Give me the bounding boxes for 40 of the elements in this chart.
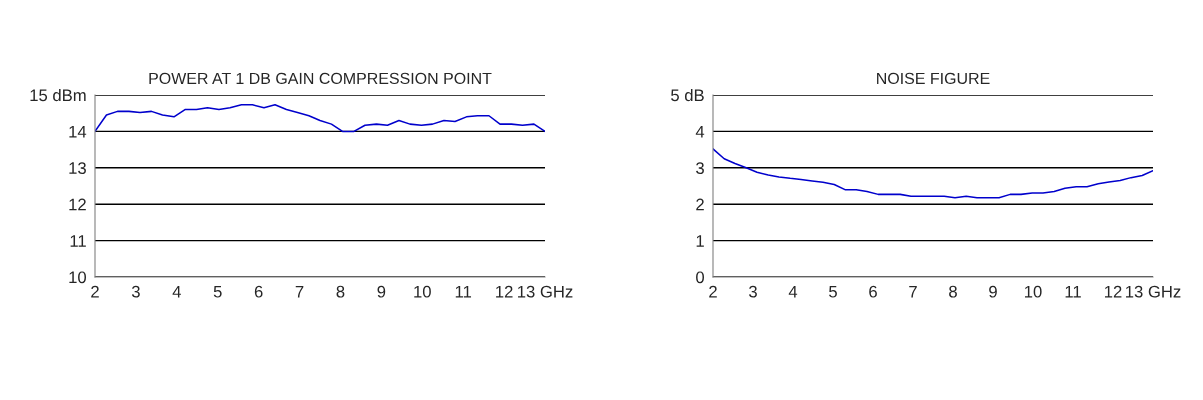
x-tick-label: 6 [254,285,263,298]
x-tick-label: 10 [1025,285,1042,298]
x-tick-label: 7 [295,285,304,298]
x-tick-label: 4 [172,285,181,298]
x-tick-label: 10 [414,285,431,298]
y-tick-label: 0 [696,271,705,284]
y-tick-label: 13 [69,162,86,174]
x-tick-label: 2 [91,285,99,298]
chart-title: NOISE FIGURE [877,72,990,85]
x-tick-label: 8 [336,285,345,298]
line-series [95,104,545,133]
x-tick-label: 3 [749,285,757,298]
x-tick-label: 7 [909,285,917,298]
x-tick-label: 6 [869,285,877,298]
x-tick-label: 5 [829,285,837,298]
x-tick-label: 13 GHz [518,285,573,298]
x-tick-label: 4 [788,285,798,298]
x-tick-label: 11 [455,285,472,298]
y-tick-label: 11 [70,235,86,247]
x-tick-label: 12 [496,285,513,298]
y-tick-label: 5 dB [671,88,704,102]
y-tick-label: 15 dBm [30,88,86,102]
y-tick-label: 3 [696,162,704,174]
x-tick-label: 12 [1105,285,1122,298]
y-tick-label: 1 [696,235,704,247]
x-tick-label: 9 [377,285,386,298]
y-tick-label: 14 [69,125,87,138]
y-tick-label: 2 [696,198,704,211]
x-tick-label: 11 [1065,285,1081,298]
x-tick-label: 2 [709,285,717,298]
y-tick-label: 10 [69,271,87,284]
x-tick-label: 13 GHz [1126,285,1181,298]
y-tick-label: 4 [695,125,705,138]
x-tick-label: 5 [213,285,222,298]
x-tick-label: 8 [949,285,957,298]
line-series [713,148,1153,199]
chart-title: POWER AT 1 DB GAIN COMPRESSION POINT [149,72,492,85]
x-tick-label: 9 [989,285,997,298]
x-tick-label: 3 [131,285,140,298]
y-tick-label: 12 [69,198,86,211]
